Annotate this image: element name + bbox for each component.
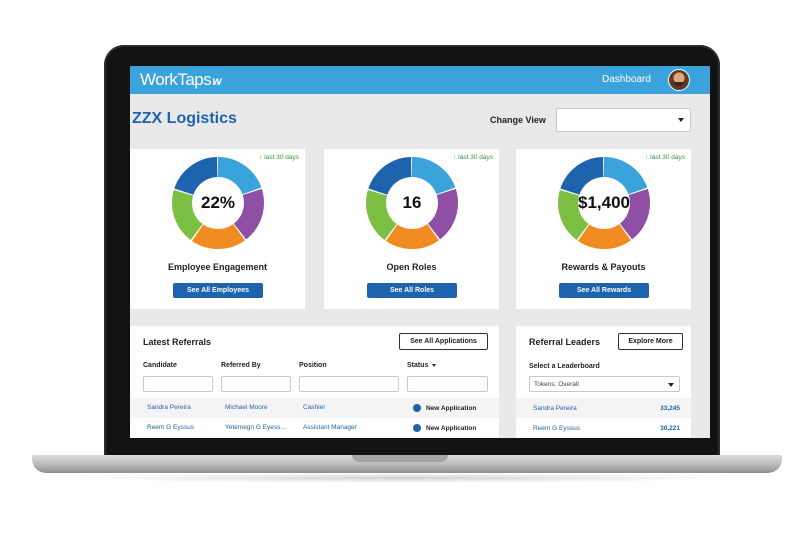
- referred-by-link[interactable]: Yetemegn G Eyess...: [225, 424, 286, 431]
- latest-referrals-panel: Latest Referrals See All Applications Ca…: [130, 326, 499, 438]
- trend-label: ↑ last 30 days: [259, 154, 299, 161]
- status-dot-icon: [413, 424, 421, 432]
- open-roles-value: 16: [402, 193, 422, 212]
- donut-center: [387, 178, 437, 228]
- leader-row[interactable]: Sandra Pereira 33,245: [516, 398, 691, 418]
- rewards-card: ↑ last 30 days $1,400 Rewards & Payouts …: [516, 149, 691, 309]
- rewards-donut-chart: [558, 157, 650, 249]
- position-link[interactable]: Assistant Manager: [303, 424, 357, 431]
- laptop-base: [32, 455, 782, 473]
- donut-segment-blue: [558, 157, 650, 249]
- status-dot-icon: [413, 404, 421, 412]
- see-all-roles-button[interactable]: See All Roles: [367, 283, 457, 298]
- engagement-card: ↑ last 30 days 22% Employee Engagement S…: [130, 149, 305, 309]
- referred-by-filter-input[interactable]: [221, 376, 291, 392]
- donut-center: [579, 178, 629, 228]
- status-text: New Application: [426, 405, 477, 412]
- donut-segment-orange: [172, 157, 264, 249]
- candidate-link[interactable]: Sandra Pereira: [147, 404, 191, 411]
- trend-label: ↑ last 30 days: [645, 154, 685, 161]
- leader-score: 33,245: [660, 405, 680, 412]
- leaders-title: Referral Leaders: [529, 337, 601, 347]
- nav-dashboard-link[interactable]: Dashboard: [602, 74, 651, 85]
- engagement-label: Employee Engagement: [167, 262, 268, 272]
- user-avatar[interactable]: [668, 69, 690, 91]
- rewards-value: $1,400: [578, 193, 630, 212]
- open-roles-card: ↑ last 30 days 16 Open Roles See All Rol…: [324, 149, 499, 309]
- leaderboard-select-label: Select a Leaderboard: [529, 363, 600, 370]
- donut-segment-purple: [558, 157, 650, 249]
- donut-center: [193, 178, 243, 228]
- chevron-down-icon: [668, 383, 674, 387]
- position-filter-input[interactable]: [299, 376, 399, 392]
- page-title: ZZX Logistics: [132, 110, 237, 127]
- explore-more-button[interactable]: Explore More: [618, 333, 683, 350]
- column-header-referred-by[interactable]: Referred By: [221, 362, 261, 369]
- engagement-donut-chart: [172, 157, 264, 249]
- status-text: New Application: [426, 425, 477, 432]
- leaderboard-select[interactable]: Tokens: Overall: [529, 376, 680, 392]
- donut-segment-green: [172, 157, 264, 249]
- engagement-value: 22%: [200, 193, 236, 212]
- referral-leaders-panel: Referral Leaders Explore More Select a L…: [516, 326, 691, 438]
- trend-label: ↑ last 30 days: [453, 154, 493, 161]
- rewards-label: Rewards & Payouts: [561, 262, 646, 272]
- position-link[interactable]: Cashier: [303, 404, 326, 411]
- donut-segment-purple: [366, 157, 458, 249]
- laptop-shadow: [70, 473, 740, 483]
- leader-name-link[interactable]: Reem G Eyssus: [533, 425, 580, 432]
- see-all-employees-button[interactable]: See All Employees: [173, 283, 263, 298]
- change-view-label: Change View: [490, 115, 546, 125]
- open-roles-label: Open Roles: [386, 262, 437, 272]
- top-bar: WorkTapsw Dashboard: [130, 66, 710, 94]
- laptop-screen: WorkTapsw Dashboard ZZX Logistics Change…: [130, 66, 710, 438]
- worktaps-logo[interactable]: WorkTapsw: [140, 70, 222, 90]
- change-view-select[interactable]: [556, 108, 691, 132]
- column-header-candidate[interactable]: Candidate: [143, 362, 177, 369]
- leader-row[interactable]: Reem G Eyssus 30,221: [516, 418, 691, 438]
- leader-name-link[interactable]: Sandra Pereira: [533, 405, 577, 412]
- leaderboard-select-value: Tokens: Overall: [534, 381, 579, 388]
- referrals-title: Latest Referrals: [143, 337, 212, 347]
- donut-segment-orange: [558, 157, 650, 249]
- donut-segment-blue: [366, 157, 458, 249]
- chevron-down-icon: [678, 118, 684, 122]
- leader-score: 30,221: [660, 425, 680, 432]
- sort-down-icon: [432, 363, 437, 367]
- donut-segment-blue: [172, 157, 264, 249]
- candidate-filter-input[interactable]: [143, 376, 213, 392]
- column-header-status[interactable]: Status: [407, 362, 437, 369]
- laptop-notch: [352, 455, 448, 462]
- donut-segment-orange: [366, 157, 458, 249]
- referred-by-link[interactable]: Michael Moore: [225, 404, 268, 411]
- logo-text: WorkTaps: [140, 70, 212, 89]
- table-row[interactable]: Sandra Pereira Michael Moore Cashier New…: [130, 398, 499, 418]
- open-roles-donut-chart: [366, 157, 458, 249]
- see-all-rewards-button[interactable]: See All Rewards: [559, 283, 649, 298]
- donut-segment-green: [558, 157, 650, 249]
- candidate-link[interactable]: Reem G Eyssus: [147, 424, 194, 431]
- logo-mark: w: [212, 74, 222, 88]
- donut-segment-green: [366, 157, 458, 249]
- see-all-applications-button[interactable]: See All Applications: [399, 333, 488, 350]
- status-filter-input[interactable]: [407, 376, 488, 392]
- table-row[interactable]: Reem G Eyssus Yetemegn G Eyess... Assist…: [130, 418, 499, 438]
- status-header-label: Status: [407, 362, 429, 369]
- donut-segment-purple: [172, 157, 264, 249]
- column-header-position[interactable]: Position: [299, 362, 327, 369]
